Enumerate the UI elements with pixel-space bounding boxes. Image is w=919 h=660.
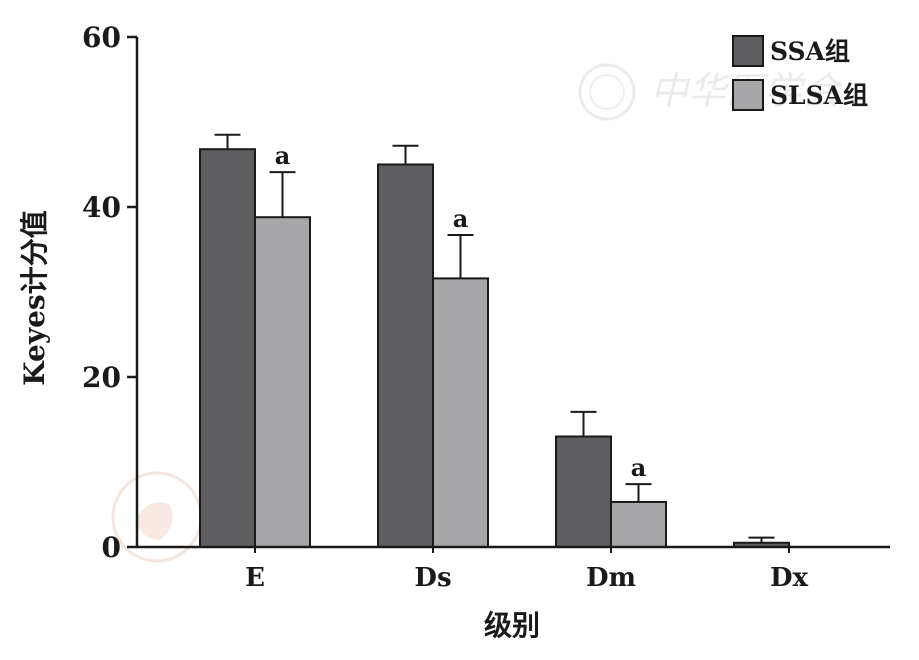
legend: SSA组 SLSA组 <box>732 35 868 111</box>
bar-slsa-ds <box>432 277 489 548</box>
bar-slsa-dm <box>610 500 667 549</box>
significance-mark-ds: a <box>453 204 469 233</box>
x-tick-label-dm: Dm <box>586 563 636 593</box>
y-tick-label-60: 60 <box>82 21 121 54</box>
legend-label-ssa: SSA组 <box>770 37 850 66</box>
x-tick-label-dx: Dx <box>770 563 809 593</box>
legend-label-slsa: SLSA组 <box>770 81 868 110</box>
bar-ssa-dm <box>555 435 612 548</box>
bar-ssa-ds <box>377 163 434 548</box>
legend-swatch-slsa <box>732 79 764 111</box>
watermark-seal-top <box>578 63 636 121</box>
y-axis-title: Keyes计分值 <box>18 210 51 385</box>
x-tick-label-ds: Ds <box>414 563 451 593</box>
significance-mark-dm: a <box>631 453 647 482</box>
legend-swatch-ssa <box>732 35 764 67</box>
significance-mark-e: a <box>275 141 291 170</box>
x-tick-label-e: E <box>245 563 265 593</box>
plot-area: E Ds Dm Dx a a a 0 20 40 60 <box>82 21 890 593</box>
y-tick-label-20: 20 <box>82 361 121 394</box>
y-tick-label-0: 0 <box>102 531 121 564</box>
bar-slsa-e <box>254 216 311 548</box>
x-axis-title: 级别 <box>484 609 540 642</box>
bar-ssa-e <box>199 148 256 548</box>
y-tick-label-40: 40 <box>82 191 121 224</box>
